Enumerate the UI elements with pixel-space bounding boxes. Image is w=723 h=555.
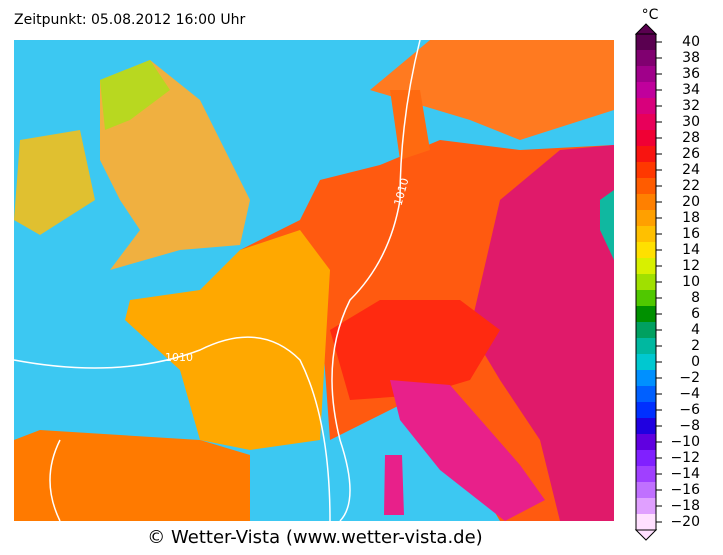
colorbar-label: 38 — [682, 50, 700, 66]
colorbar-label: −8 — [679, 418, 700, 434]
colorbar-label: −14 — [670, 466, 700, 482]
scandinavia — [370, 40, 614, 140]
colorbar-band — [636, 322, 656, 338]
ireland — [14, 130, 95, 235]
colorbar: °C 4038363432302826242220181614121086420… — [634, 7, 700, 541]
colorbar-band — [636, 354, 656, 370]
colorbar-label: −18 — [670, 498, 700, 514]
colorbar-label: 12 — [682, 258, 700, 274]
colorbar-label: −2 — [679, 370, 700, 386]
colorbar-band — [636, 82, 656, 98]
colorbar-label: 30 — [682, 114, 700, 130]
colorbar-band — [636, 34, 656, 50]
colorbar-label: 28 — [682, 130, 700, 146]
denmark — [390, 90, 430, 160]
colorbar-band — [636, 226, 656, 242]
isobar — [331, 39, 421, 522]
iberia — [14, 430, 250, 521]
colorbar-band — [636, 290, 656, 306]
colorbar-band — [636, 498, 656, 514]
colorbar-label: 22 — [682, 178, 700, 194]
sardinia — [384, 455, 404, 515]
colorbar-band — [636, 210, 656, 226]
cool-patch — [600, 190, 614, 260]
colorbar-band — [636, 418, 656, 434]
colorbar-band — [636, 386, 656, 402]
colorbar-label: 26 — [682, 146, 700, 162]
colorbar-band — [636, 402, 656, 418]
colorbar-label: 20 — [682, 194, 700, 210]
colorbar-label: 0 — [691, 354, 700, 370]
colorbar-band — [636, 114, 656, 130]
isobar — [49, 439, 61, 522]
colorbar-band — [636, 514, 656, 530]
title: Zeitpunkt: 05.08.2012 16:00 Uhr — [14, 12, 246, 28]
colorbar-band — [636, 306, 656, 322]
colorbar-band — [636, 162, 656, 178]
colorbar-label: 18 — [682, 210, 700, 226]
colorbar-label: −10 — [670, 434, 700, 450]
colorbar-band — [636, 242, 656, 258]
eastern-europe — [470, 145, 614, 521]
colorbar-band — [636, 98, 656, 114]
scotland — [100, 60, 170, 130]
colorbar-label: 36 — [682, 66, 700, 82]
isobar-label: 1010 — [165, 351, 193, 364]
colorbar-label: 8 — [691, 290, 700, 306]
colorbar-band — [636, 370, 656, 386]
colorbar-band — [636, 482, 656, 498]
colorbar-band — [636, 194, 656, 210]
colorbar-label: 34 — [682, 82, 700, 98]
colorbar-label: 2 — [691, 338, 700, 354]
colorbar-band — [636, 466, 656, 482]
alps — [330, 300, 500, 400]
map: 1010 1010 — [13, 39, 614, 522]
italy — [390, 380, 545, 521]
unit: °C — [642, 7, 659, 23]
colorbar-band — [636, 146, 656, 162]
colorbar-band — [636, 50, 656, 66]
colorbar-label: 40 — [682, 34, 700, 50]
colorbar-label: 32 — [682, 98, 700, 114]
colorbar-label: 14 — [682, 242, 700, 258]
colorbar-label: 16 — [682, 226, 700, 242]
colorbar-band — [636, 338, 656, 354]
colorbar-band — [636, 66, 656, 82]
colorbar-label: 10 — [682, 274, 700, 290]
isobars — [13, 39, 421, 522]
colorbar-label: −4 — [679, 386, 700, 402]
colorbar-band — [636, 450, 656, 466]
colorbar-label: −12 — [670, 450, 700, 466]
colorbar-band — [636, 130, 656, 146]
colorbar-label: −6 — [679, 402, 700, 418]
colorbar-label: 4 — [691, 322, 700, 338]
isobar — [13, 336, 331, 522]
colorbar-band — [636, 258, 656, 274]
colorbar-band — [636, 434, 656, 450]
colorbar-label: 24 — [682, 162, 700, 178]
colorbar-frame — [635, 33, 657, 531]
colorbar-label: −16 — [670, 482, 700, 498]
colorbar-band — [636, 178, 656, 194]
colorbar-label: 6 — [691, 306, 700, 322]
footer-credit: © Wetter-Vista (www.wetter-vista.de) — [147, 527, 482, 548]
colorbar-label: −20 — [670, 514, 700, 530]
colorbar-band — [636, 274, 656, 290]
